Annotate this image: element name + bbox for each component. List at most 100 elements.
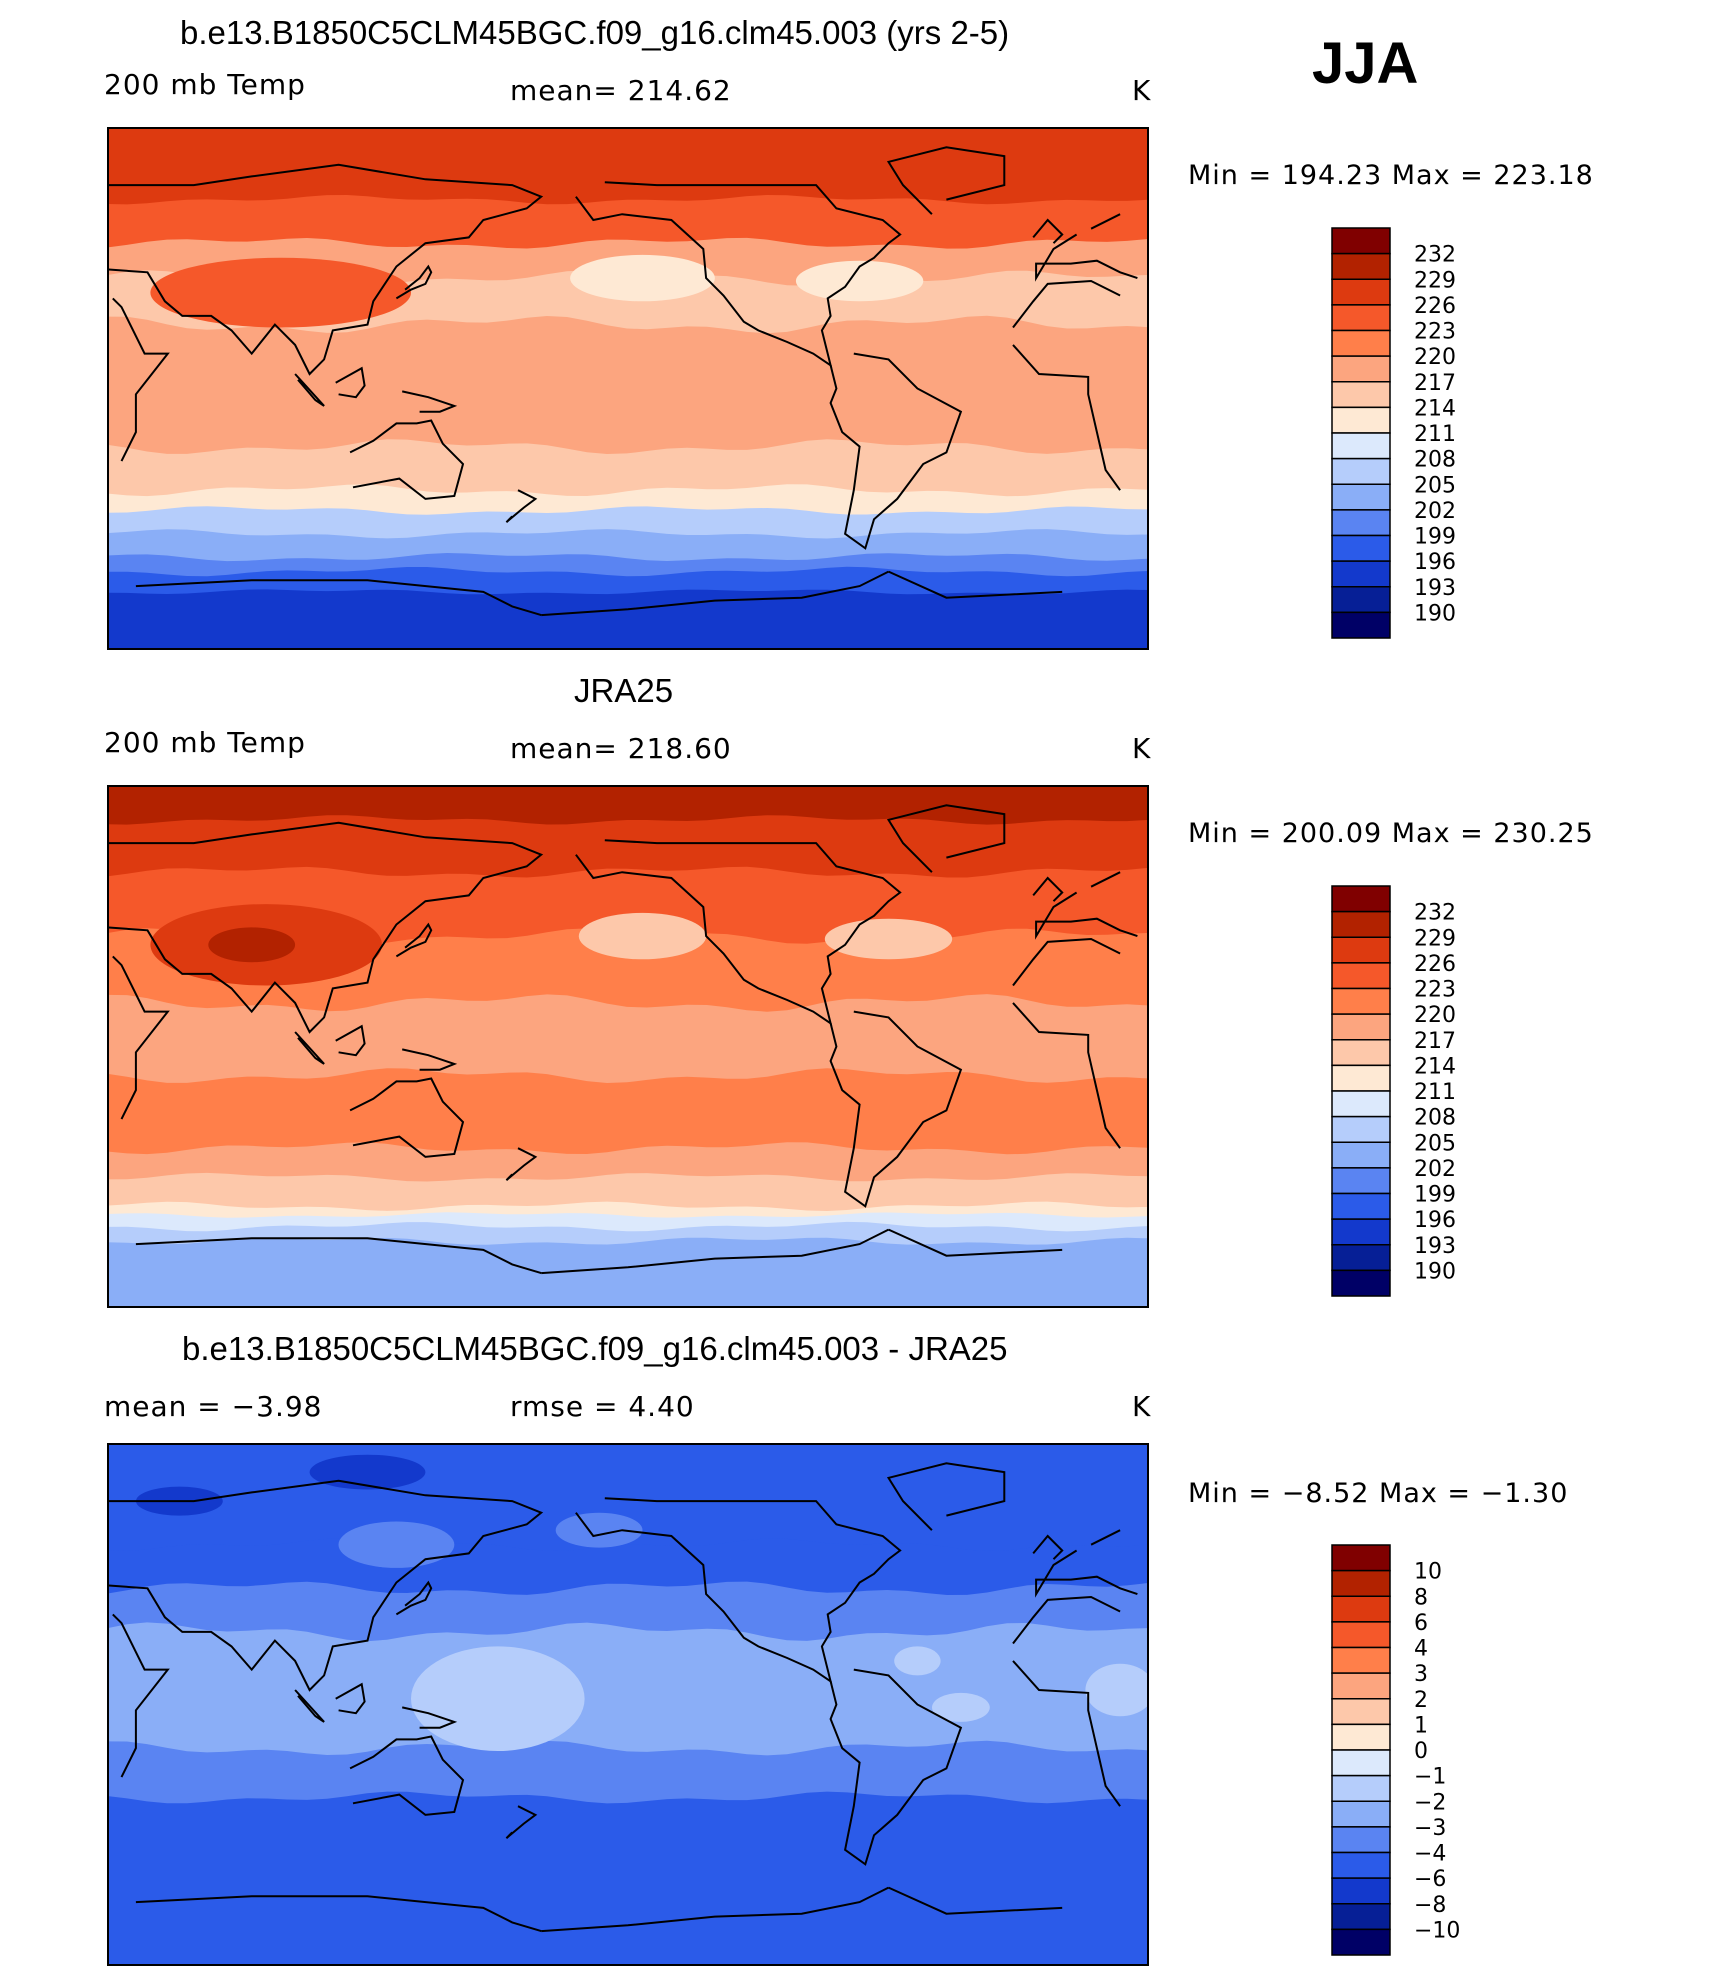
panel1-left-label: 200 mb Temp [104, 68, 306, 101]
colorbar-swatch-14 [1332, 1904, 1390, 1930]
colorbar-swatch-7 [1332, 1724, 1390, 1750]
colorbar-tick-label-2: 226 [1414, 952, 1456, 977]
colorbar-tick-label-3: 4 [1414, 1637, 1428, 1662]
colorbar-swatch-2 [1332, 279, 1390, 305]
panel3-units-label: K [1132, 1390, 1151, 1423]
colorbar-swatch-2 [1332, 1596, 1390, 1622]
contour-region-1 [570, 255, 715, 301]
colorbar-swatch-3 [1332, 1622, 1390, 1648]
panel2-mean-label: mean= 218.60 [510, 732, 732, 765]
contour-region-1 [208, 927, 295, 962]
colorbar-tick-label-3: 223 [1414, 320, 1456, 345]
panel1-mean-label: mean= 214.62 [510, 74, 732, 107]
colorbar-tick-label-4: 3 [1414, 1662, 1428, 1687]
panel2-minmax: Min = 200.09 Max = 230.25 [1188, 818, 1594, 849]
colorbar-swatch-11 [1332, 1827, 1390, 1853]
colorbar-swatch-12 [1332, 1853, 1390, 1879]
colorbar-tick-label-8: 208 [1414, 1106, 1456, 1131]
contour-region-5 [310, 1455, 426, 1490]
colorbar-tick-label-2: 6 [1414, 1611, 1428, 1636]
colorbar-tick-label-5: 217 [1414, 371, 1456, 396]
colorbar-tick-label-0: 10 [1414, 1560, 1442, 1585]
panel1-map [107, 127, 1149, 650]
panel1-title: b.e13.B1850C5CLM45BGC.f09_g16.clm45.003 … [180, 14, 1009, 52]
colorbar-swatch-4 [1332, 331, 1390, 357]
panel2-map [107, 785, 1149, 1308]
colorbar-swatch-8 [1332, 1091, 1390, 1117]
colorbar-swatch-10 [1332, 1142, 1390, 1168]
colorbar-tick-label-6: 214 [1414, 1054, 1456, 1079]
colorbar-swatch-3 [1332, 305, 1390, 331]
colorbar-tick-label-10: 202 [1414, 499, 1456, 524]
contour-band-11 [107, 589, 1149, 650]
panel3-rmse-label: rmse = 4.40 [510, 1390, 695, 1423]
colorbar-swatch-13 [1332, 1878, 1390, 1904]
colorbar-swatch-1 [1332, 912, 1390, 938]
panel1-minmax: Min = 194.23 Max = 223.18 [1188, 160, 1594, 191]
colorbar-swatch-4 [1332, 1648, 1390, 1674]
colorbar-swatch-8 [1332, 433, 1390, 459]
colorbar-tick-label-7: 211 [1414, 422, 1456, 447]
colorbar-swatch-1 [1332, 254, 1390, 280]
colorbar-swatch-3 [1332, 963, 1390, 989]
colorbar-swatch-13 [1332, 561, 1390, 587]
colorbar-swatch-0 [1332, 1545, 1390, 1571]
colorbar-tick-label-13: 193 [1414, 1234, 1456, 1259]
colorbar-tick-label-5: 217 [1414, 1029, 1456, 1054]
colorbar-swatch-7 [1332, 407, 1390, 433]
contour-region-2 [894, 1646, 940, 1675]
colorbar-swatch-0 [1332, 886, 1390, 912]
colorbar-swatch-14 [1332, 587, 1390, 613]
colorbar-tick-label-9: −2 [1414, 1790, 1446, 1815]
colorbar-swatch-9 [1332, 459, 1390, 485]
panel2-left-label: 200 mb Temp [104, 726, 306, 759]
colorbar-tick-label-8: 208 [1414, 448, 1456, 473]
colorbar-tick-label-13: 193 [1414, 576, 1456, 601]
contour-region-3 [825, 919, 952, 960]
colorbar-tick-label-6: 1 [1414, 1713, 1428, 1738]
panel2-colorbar: 2322292262232202172142112082052021991961… [1330, 884, 1460, 1300]
contour-region-0 [411, 1646, 585, 1751]
colorbar-swatch-15 [1332, 1270, 1390, 1296]
contour-region-0 [150, 258, 411, 328]
colorbar-swatch-5 [1332, 356, 1390, 382]
colorbar-tick-label-1: 229 [1414, 926, 1456, 951]
colorbar-tick-label-1: 8 [1414, 1585, 1428, 1610]
colorbar-swatch-4 [1332, 989, 1390, 1015]
colorbar-tick-label-10: 202 [1414, 1157, 1456, 1182]
colorbar-swatch-15 [1332, 612, 1390, 638]
colorbar-swatch-0 [1332, 228, 1390, 254]
colorbar-swatch-10 [1332, 1801, 1390, 1827]
panel3-minmax: Min = −8.52 Max = −1.30 [1188, 1478, 1568, 1509]
contour-band-5 [107, 1792, 1149, 1966]
colorbar-tick-label-10: −3 [1414, 1816, 1446, 1841]
panel1-colorbar: 2322292262232202172142112082052021991961… [1330, 226, 1460, 642]
panel2-title: JRA25 [574, 672, 673, 710]
colorbar-tick-label-5: 2 [1414, 1688, 1428, 1713]
colorbar-tick-label-12: −6 [1414, 1867, 1446, 1892]
colorbar-tick-label-9: 205 [1414, 473, 1456, 498]
colorbar-tick-label-7: 211 [1414, 1080, 1456, 1105]
colorbar-tick-label-0: 232 [1414, 901, 1456, 926]
colorbar-swatch-6 [1332, 382, 1390, 408]
colorbar-swatch-12 [1332, 1194, 1390, 1220]
colorbar-tick-label-3: 223 [1414, 978, 1456, 1003]
colorbar-swatch-8 [1332, 1750, 1390, 1776]
panel3-map [107, 1443, 1149, 1966]
colorbar-tick-label-8: −1 [1414, 1765, 1446, 1790]
colorbar-swatch-6 [1332, 1699, 1390, 1725]
colorbar-tick-label-12: 196 [1414, 550, 1456, 575]
panel1-units-label: K [1132, 74, 1151, 107]
colorbar-swatch-9 [1332, 1117, 1390, 1143]
colorbar-swatch-11 [1332, 510, 1390, 536]
colorbar-swatch-2 [1332, 937, 1390, 963]
colorbar-swatch-7 [1332, 1065, 1390, 1091]
colorbar-tick-label-9: 205 [1414, 1131, 1456, 1156]
panel3-title: b.e13.B1850C5CLM45BGC.f09_g16.clm45.003 … [182, 1330, 1008, 1368]
panel3-mean-label: mean = −3.98 [104, 1390, 322, 1423]
colorbar-tick-label-11: −4 [1414, 1842, 1446, 1867]
colorbar-swatch-13 [1332, 1219, 1390, 1245]
colorbar-tick-label-7: 0 [1414, 1739, 1428, 1764]
colorbar-tick-label-11: 199 [1414, 1183, 1456, 1208]
